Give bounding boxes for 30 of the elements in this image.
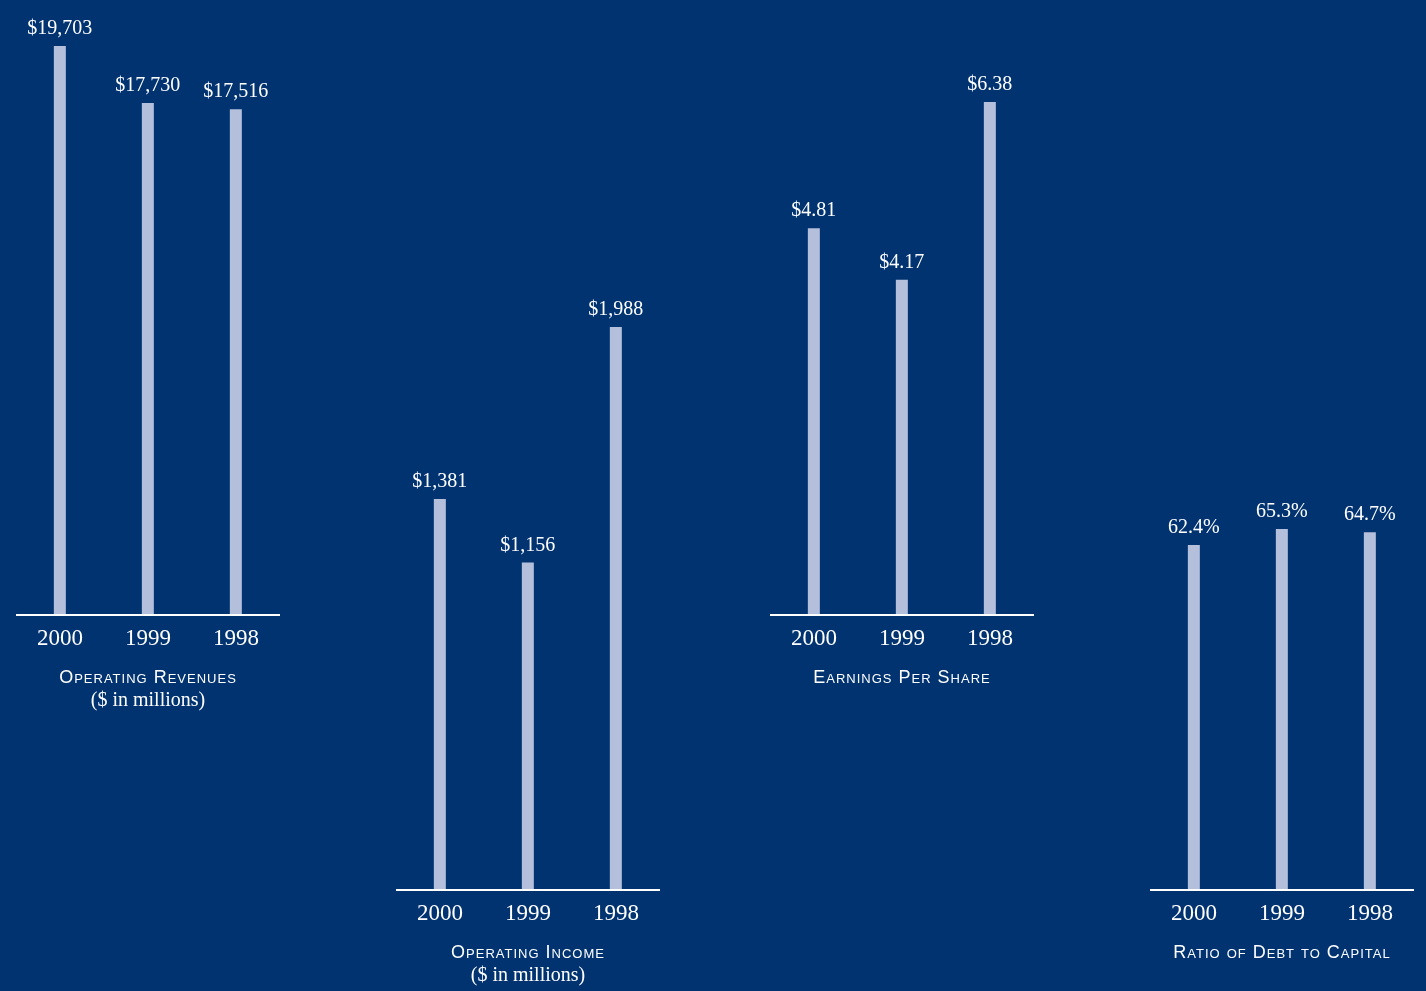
x-tick-label: 1998 [213, 625, 259, 651]
x-tick-label: 1998 [967, 625, 1013, 651]
x-tick-label: 1999 [1259, 900, 1305, 926]
data-label: $17,516 [203, 79, 269, 102]
x-tick-label: 2000 [417, 900, 463, 926]
data-label: $6.38 [967, 72, 1013, 94]
data-label: 62.4% [1168, 515, 1220, 538]
x-tick-label: 2000 [37, 625, 83, 651]
x-tick-label: 2000 [1171, 900, 1217, 926]
x-tick-label: 2000 [791, 625, 837, 651]
data-label: $1,381 [412, 468, 468, 491]
x-tick-label: 1998 [1347, 900, 1393, 926]
x-tick-label: 1998 [593, 900, 639, 926]
text: Ratio of Debt to Capital [1172, 942, 1392, 963]
text: Earnings Per Share [812, 667, 992, 688]
x-tick-label: 1999 [505, 900, 551, 926]
data-label: $4.17 [879, 249, 925, 272]
data-label: $19,703 [27, 16, 93, 38]
data-label: $1,156 [500, 532, 556, 555]
text: Operating Income [450, 942, 606, 963]
data-label: $17,730 [115, 72, 181, 95]
data-label: 64.7% [1344, 502, 1396, 525]
data-label: $4.81 [791, 198, 837, 221]
text: ($ in millions) [89, 688, 207, 711]
x-tick-label: 1999 [125, 625, 171, 651]
text: ($ in millions) [469, 963, 587, 986]
text: Operating Revenues [58, 667, 238, 688]
data-label: 65.3% [1256, 499, 1308, 521]
x-tick-label: 1999 [879, 625, 925, 651]
data-label: $1,988 [588, 297, 644, 319]
